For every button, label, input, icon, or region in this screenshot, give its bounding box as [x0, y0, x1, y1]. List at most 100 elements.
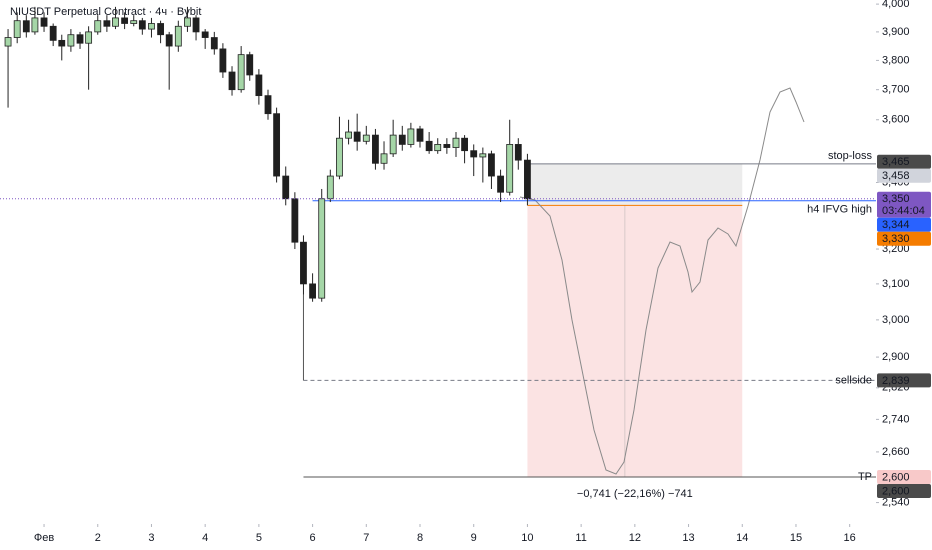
- y-tick-label: 2,900: [882, 351, 910, 363]
- candle-body: [273, 113, 281, 177]
- y-tick-label: 3,600: [882, 114, 910, 126]
- level-label: TP: [858, 471, 872, 483]
- candle-body: [389, 134, 397, 155]
- candle-body: [40, 17, 48, 27]
- candle-body: [362, 134, 370, 142]
- x-tick-label: 4: [202, 532, 208, 544]
- background-layer: −0,741 (−22,16%) −741: [527, 163, 743, 500]
- price-box: [877, 469, 931, 484]
- candle-body: [13, 20, 21, 38]
- y-tick-label: 2,540: [882, 496, 910, 508]
- candle-body: [470, 150, 478, 158]
- x-tick-label: 7: [363, 532, 369, 544]
- candle-body: [488, 153, 495, 177]
- y-tick-label: 4,000: [882, 0, 910, 10]
- level-label: stop-loss: [828, 150, 873, 162]
- price-box: [877, 231, 931, 246]
- candle-body: [425, 140, 433, 152]
- candle-body: [309, 283, 317, 299]
- candle-body: [398, 134, 406, 145]
- price-box-label: 2,600: [882, 485, 910, 497]
- candle-body: [138, 20, 146, 30]
- y-tick-label: 3,200: [882, 243, 910, 255]
- candle-body: [255, 74, 263, 97]
- x-tick-label: 2: [95, 532, 101, 544]
- candle-body: [318, 198, 326, 299]
- x-tick-label: 11: [575, 532, 586, 544]
- price-box-label: 3,465: [882, 156, 910, 168]
- candle-body: [228, 71, 236, 91]
- candle-body: [67, 34, 75, 47]
- candle-body: [201, 31, 209, 38]
- price-box-label: 3,344: [882, 219, 910, 231]
- candle-body: [94, 20, 102, 33]
- candle-body: [434, 144, 442, 152]
- candle-body: [31, 17, 39, 33]
- y-tick-label: 3,700: [882, 84, 910, 96]
- stop-zone: [527, 163, 743, 206]
- projected-path: [519, 87, 805, 475]
- price-box: [877, 217, 931, 232]
- candle-body: [157, 23, 165, 36]
- price-box-label: 3,350: [882, 193, 910, 205]
- candle-body: [85, 31, 93, 44]
- candle-body: [282, 175, 290, 200]
- x-tick-label: 16: [844, 532, 856, 544]
- price-box: [877, 483, 931, 498]
- candle-body: [372, 134, 379, 164]
- candle-body: [121, 17, 129, 24]
- candle-body: [184, 17, 191, 27]
- price-box-label: 2,839: [882, 375, 910, 387]
- y-tick-label: 2,740: [882, 413, 910, 425]
- price-box: [877, 191, 931, 218]
- level-label: sellside: [835, 374, 872, 386]
- x-tick-label: 14: [736, 532, 748, 544]
- candle-body: [336, 137, 343, 177]
- candle-body: [49, 25, 57, 41]
- candle-body: [165, 34, 173, 47]
- candle-body: [246, 54, 254, 76]
- x-tick-label: 6: [310, 532, 316, 544]
- candle-body: [506, 144, 514, 193]
- y-tick-label: 3,800: [882, 54, 910, 66]
- candle-body: [192, 17, 200, 33]
- y-tick-label: 3,000: [882, 314, 910, 326]
- candle-body: [452, 137, 460, 148]
- candle-body: [219, 48, 227, 73]
- candle-body: [514, 144, 522, 161]
- candle-body: [326, 175, 334, 200]
- x-tick-label: Фев: [34, 532, 54, 544]
- price-box: [877, 154, 931, 169]
- candle-body: [497, 175, 504, 193]
- price-box: [877, 373, 931, 388]
- candle-body: [345, 131, 352, 139]
- candle-body: [130, 20, 138, 24]
- candle-body: [291, 198, 299, 243]
- price-box-sub: 03:44:04: [882, 205, 925, 217]
- candle-body: [112, 17, 119, 27]
- x-tick-label: 13: [682, 532, 694, 544]
- candle-body: [210, 37, 218, 50]
- candle-body: [443, 144, 451, 148]
- y-tick-label: 3,100: [882, 278, 910, 290]
- price-box-label: 2,600: [882, 471, 910, 483]
- x-tick-label: 9: [471, 532, 477, 544]
- x-tick-label: 12: [629, 532, 641, 544]
- price-box: [877, 168, 931, 183]
- y-tick-label: 3,900: [882, 26, 910, 38]
- price-box-label: 3,330: [882, 233, 910, 245]
- target-zone: [527, 205, 743, 477]
- candle-body: [407, 128, 415, 145]
- x-tick-label: 8: [417, 532, 423, 544]
- candle-body: [76, 34, 84, 44]
- candle-body: [22, 20, 30, 33]
- chart-title: NIUSDT Perpetual Contract · 4ч · Bybit: [10, 6, 201, 18]
- candle-body: [479, 153, 487, 158]
- y-tick-label: 2,660: [882, 446, 910, 458]
- candle-body: [237, 54, 245, 91]
- candle-body: [380, 153, 388, 164]
- candle-body: [461, 137, 468, 152]
- x-tick-label: 15: [790, 532, 802, 544]
- candle-body: [353, 131, 361, 142]
